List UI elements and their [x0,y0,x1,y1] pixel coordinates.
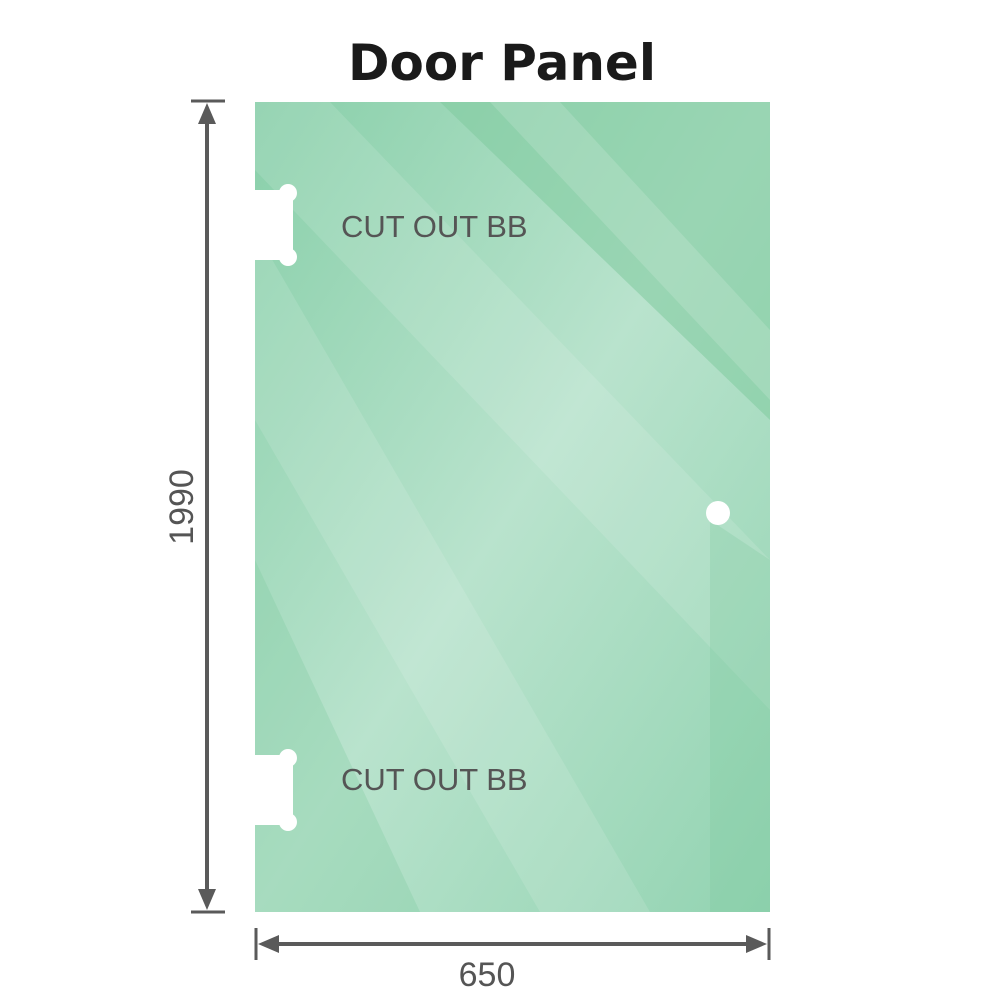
height-dimension-arrow [191,99,225,914]
width-dimension-arrow [254,928,771,960]
cutout-top-label: CUT OUT BB [341,209,528,244]
cutout-top [250,184,297,266]
cutout-bottom [250,749,297,831]
width-label: 650 [459,956,516,994]
cutout-bottom-label: CUT OUT BB [341,762,528,797]
diagram-title: Door Panel [348,34,656,92]
handle-hole [706,501,730,525]
height-label: 1990 [163,469,201,545]
glass-panel [255,102,770,912]
